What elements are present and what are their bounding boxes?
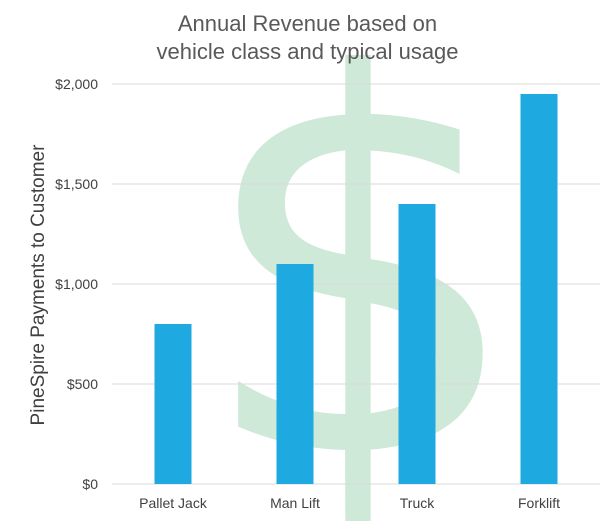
y-tick-label: $2,000 <box>55 76 98 92</box>
x-tick-label: Forklift <box>518 495 560 511</box>
y-tick-label: $1,500 <box>55 176 98 192</box>
bar-man-lift <box>276 264 314 484</box>
gridlines <box>112 83 600 485</box>
chart-title-line-1: Annual Revenue based on <box>177 11 438 36</box>
bars-group <box>154 94 558 484</box>
x-axis-ticks: Pallet Jack Man Lift Truck Forklift <box>139 495 560 511</box>
y-axis-ticks: $0 $500 $1,000 $1,500 $2,000 <box>55 76 98 492</box>
y-tick-label: $0 <box>82 476 98 492</box>
bar-truck <box>398 204 436 484</box>
x-tick-label: Man Lift <box>270 495 320 511</box>
chart-title-line-2: vehicle class and typical usage <box>156 39 459 64</box>
chart-title: Annual Revenue based on vehicle class an… <box>0 10 615 66</box>
x-tick-label: Truck <box>400 495 435 511</box>
y-tick-label: $1,000 <box>55 276 98 292</box>
bar-pallet-jack <box>154 324 192 484</box>
y-axis-label: PineSpire Payments to Customer <box>28 144 49 426</box>
bar-forklift <box>520 94 558 484</box>
x-tick-label: Pallet Jack <box>139 495 208 511</box>
y-tick-label: $500 <box>67 376 98 392</box>
